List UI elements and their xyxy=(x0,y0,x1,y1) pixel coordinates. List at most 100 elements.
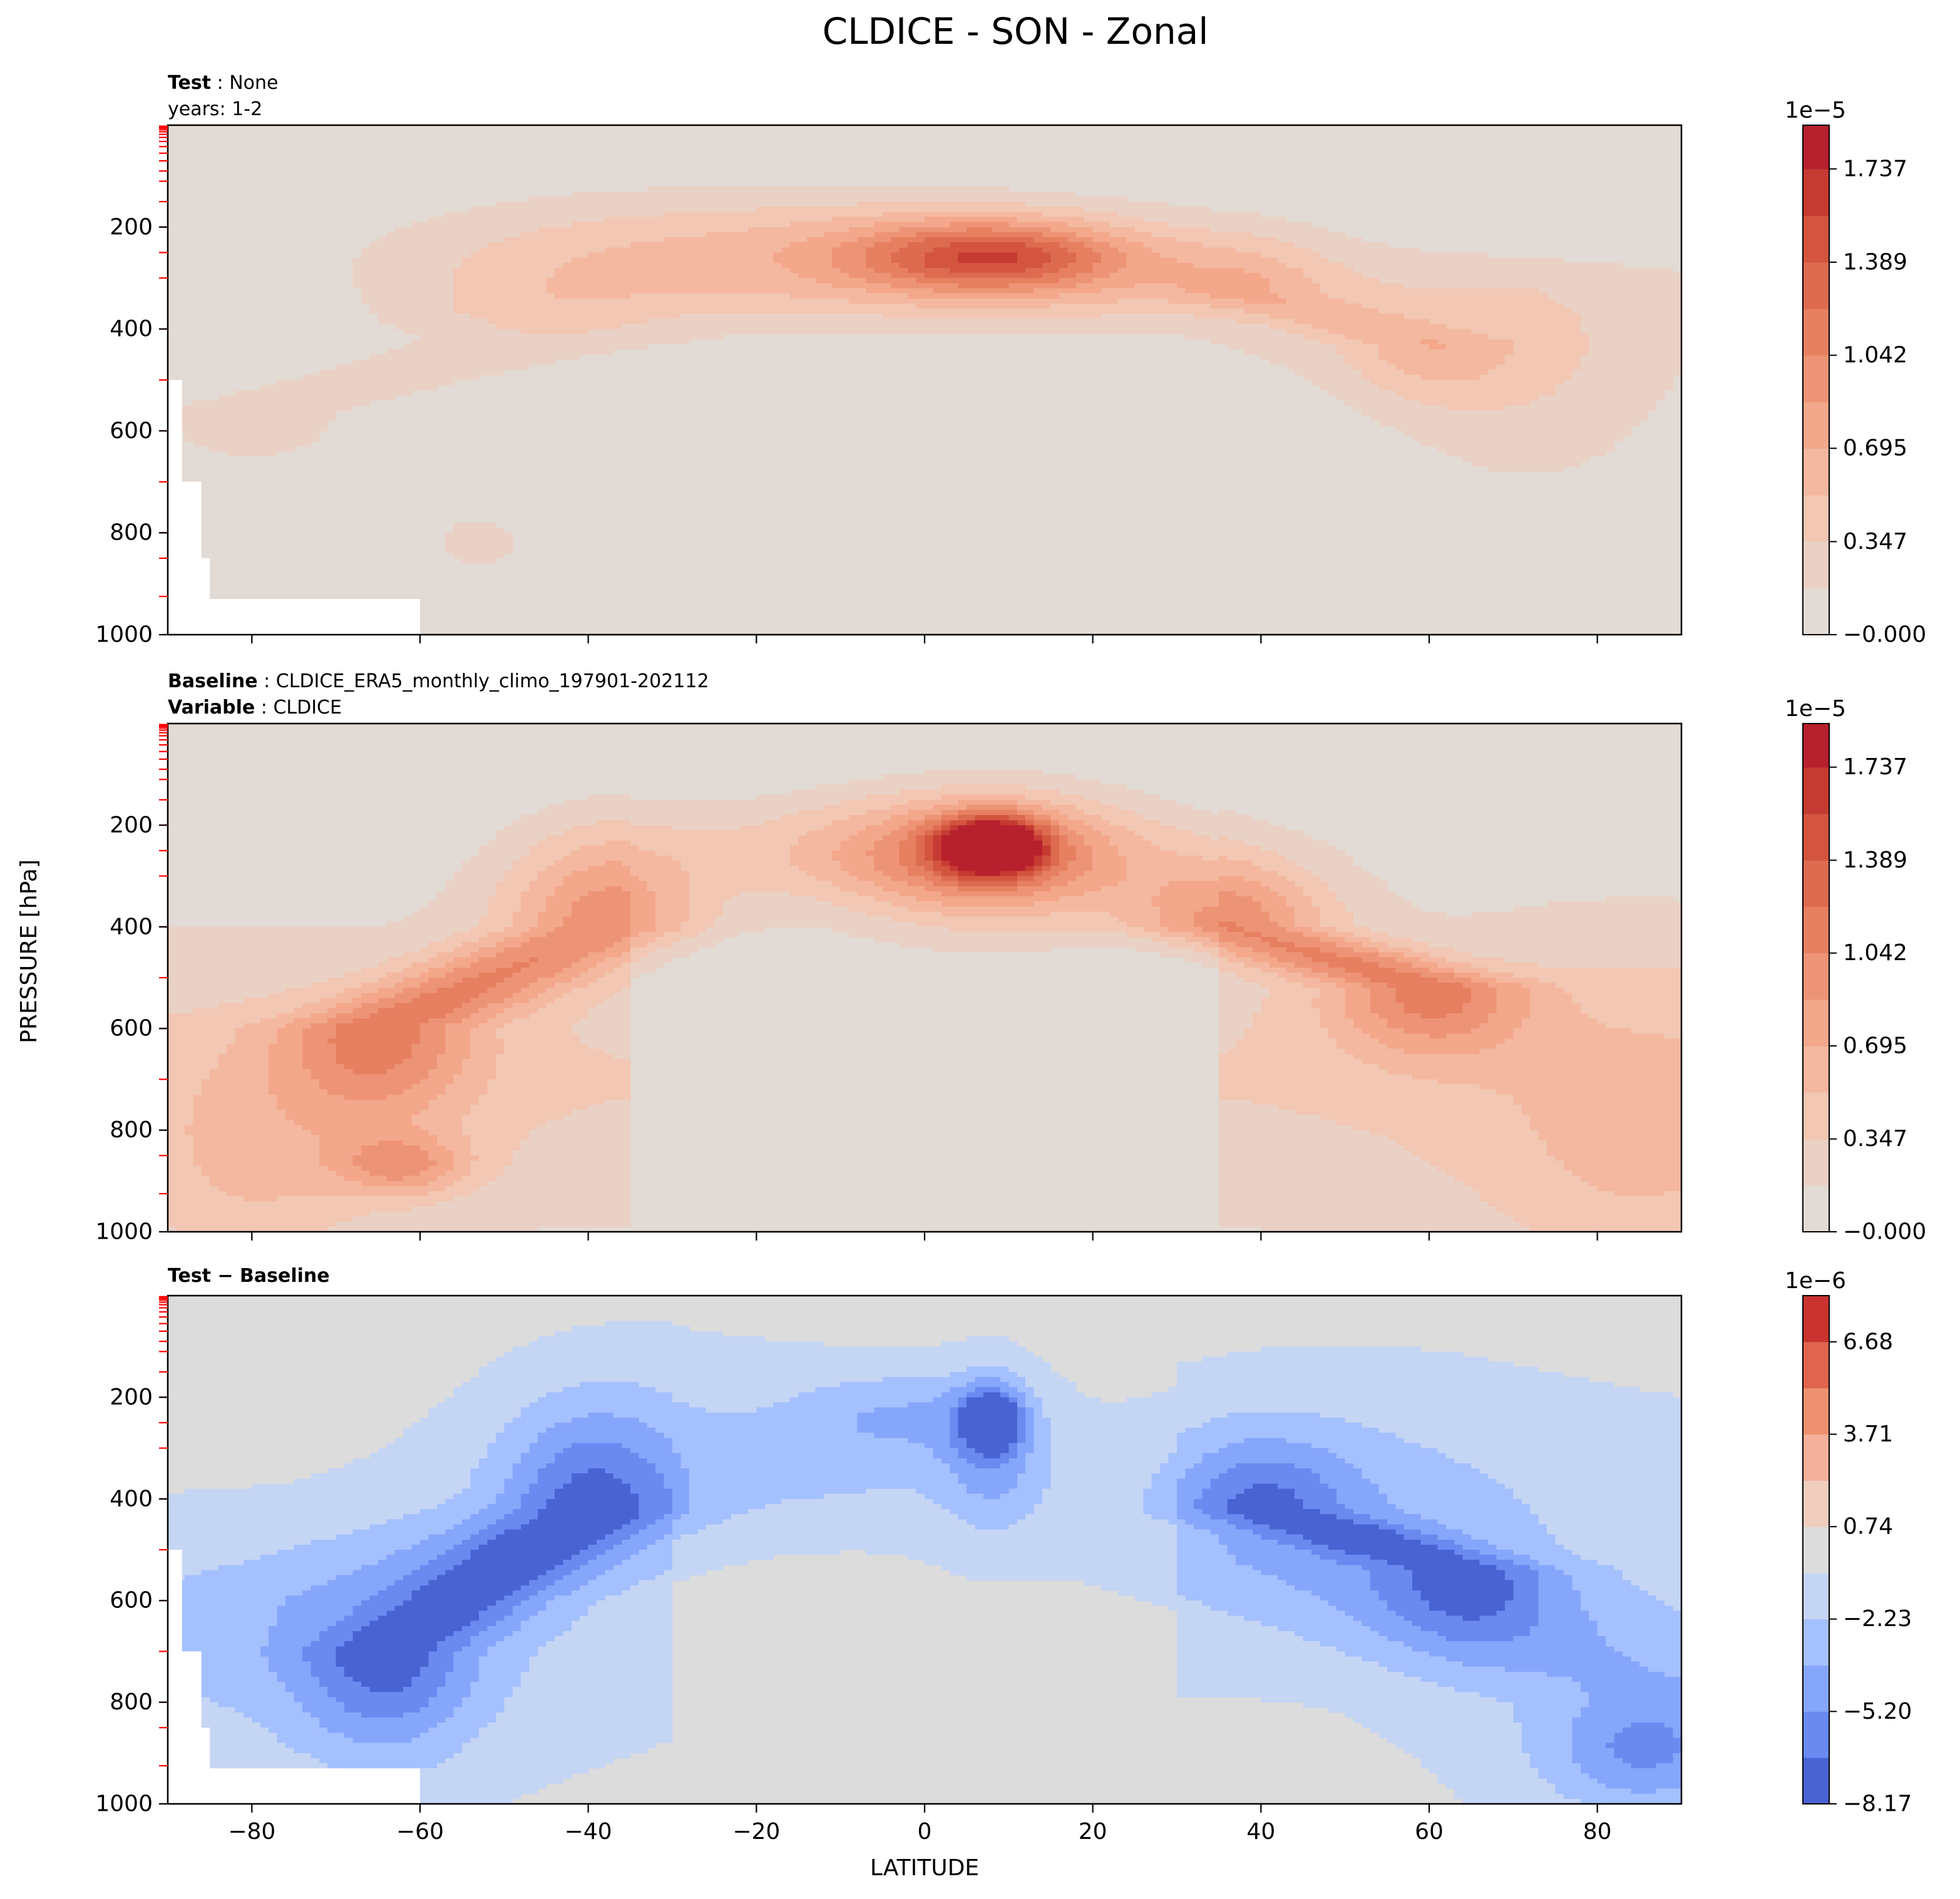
colorbar-band xyxy=(1803,1527,1829,1574)
contour-cell xyxy=(193,1140,320,1146)
contour-cell xyxy=(302,1003,337,1009)
contour-cell xyxy=(1177,1671,1405,1677)
contour-cell xyxy=(1118,247,1152,253)
contour-cell xyxy=(327,1580,396,1586)
contour-cell xyxy=(613,1053,631,1060)
contour-cell xyxy=(1580,329,1682,335)
contour-cell xyxy=(1320,978,1346,983)
contour-cell xyxy=(1311,1539,1422,1545)
contour-cell xyxy=(176,1677,278,1682)
contour-cell xyxy=(1219,972,1236,978)
contour-cell xyxy=(1311,380,1371,386)
contour-cell xyxy=(1084,810,1136,816)
contour-cell xyxy=(453,1196,631,1202)
contour-cell xyxy=(504,1008,538,1014)
contour-cell xyxy=(1092,845,1119,851)
contour-cell xyxy=(908,267,950,274)
contour-cell xyxy=(193,441,311,447)
contour-cell xyxy=(764,1503,942,1510)
contour-cell xyxy=(470,1140,521,1146)
contour-cell xyxy=(436,1175,463,1182)
contour-cell xyxy=(487,1361,1052,1368)
contour-cell xyxy=(588,866,631,872)
contour-cell xyxy=(302,1038,328,1045)
contour-cell xyxy=(781,815,849,821)
contour-cell xyxy=(563,1115,631,1120)
colorbar-band xyxy=(1803,1000,1829,1047)
contour-cell xyxy=(664,1473,690,1479)
contour-cell xyxy=(1521,1748,1573,1754)
contour-cell xyxy=(571,1443,622,1449)
contour-cell xyxy=(453,931,488,938)
contour-cell xyxy=(428,1069,463,1075)
contour-cell xyxy=(453,871,505,877)
contour-cell xyxy=(1219,1099,1253,1105)
contour-cell xyxy=(554,1580,589,1586)
contour-cell xyxy=(1244,1514,1337,1520)
contour-cell xyxy=(504,1483,530,1490)
contour-cell xyxy=(1278,237,1363,243)
contour-cell xyxy=(352,1160,438,1166)
contour-cell xyxy=(386,1175,404,1182)
contour-cell xyxy=(1387,1493,1514,1500)
contour-cell xyxy=(1665,1191,1682,1197)
contour-cell xyxy=(1378,962,1413,968)
contour-cell xyxy=(201,1079,269,1085)
contour-cell xyxy=(1278,293,1329,299)
contour-cell xyxy=(899,789,1060,796)
contour-cell xyxy=(504,237,665,243)
contour-cell xyxy=(798,1392,942,1398)
contour-cell xyxy=(1387,1519,1438,1525)
contour-cell xyxy=(445,533,513,538)
contour-cell xyxy=(512,993,538,999)
contour-cell xyxy=(1134,1595,1186,1601)
contour-cell xyxy=(521,901,547,907)
contour-cell xyxy=(269,1661,311,1667)
contour-cell xyxy=(1362,1058,1682,1065)
contour-cell xyxy=(1320,1641,1405,1647)
contour-cell xyxy=(1370,1478,1497,1484)
contour-cell xyxy=(925,1443,950,1449)
y-tick-label: 400 xyxy=(110,914,153,939)
contour-cell xyxy=(1623,1728,1674,1733)
contour-cell xyxy=(1488,334,1589,340)
contour-cell xyxy=(294,1544,413,1550)
contour-cell xyxy=(1219,1105,1278,1110)
contour-cell xyxy=(832,926,950,933)
contour-cell xyxy=(1538,962,1682,968)
contour-cell xyxy=(1084,891,1161,897)
contour-cell xyxy=(1118,845,1161,851)
contour-cell xyxy=(1337,1453,1447,1459)
contour-cell xyxy=(1252,1565,1363,1571)
contour-cell xyxy=(941,901,1035,907)
contour-cell xyxy=(1025,1453,1052,1459)
contour-cell xyxy=(504,1043,589,1050)
contour-cell xyxy=(588,329,1287,335)
contour-cell xyxy=(1320,906,1346,912)
contour-cell xyxy=(950,1371,1018,1378)
contour-cell xyxy=(1210,1483,1253,1490)
contour-cell xyxy=(1050,820,1060,826)
contour-cell xyxy=(925,820,942,826)
contour-cell xyxy=(521,856,563,861)
contour-cell xyxy=(495,1013,530,1019)
contour-cell xyxy=(428,1155,454,1161)
contour-cell xyxy=(495,1433,538,1438)
contour-cell xyxy=(1177,1580,1287,1586)
contour-cell xyxy=(1025,1468,1052,1474)
contour-cell xyxy=(1059,856,1077,861)
contour-cell xyxy=(1337,983,1363,988)
contour-cell xyxy=(1580,1707,1682,1713)
contour-cell xyxy=(495,1074,631,1080)
contour-cell xyxy=(1160,916,1194,923)
contour-cell xyxy=(168,1503,438,1510)
contour-cell xyxy=(588,952,622,958)
contour-cell xyxy=(916,856,925,861)
contour-cell xyxy=(622,324,1270,330)
contour-cell xyxy=(1210,1417,1346,1423)
contour-cell xyxy=(1143,1493,1178,1500)
contour-cell xyxy=(470,1110,572,1115)
contour-cell xyxy=(630,926,656,933)
contour-cell xyxy=(1521,1722,1573,1728)
contour-cell xyxy=(1504,354,1581,360)
